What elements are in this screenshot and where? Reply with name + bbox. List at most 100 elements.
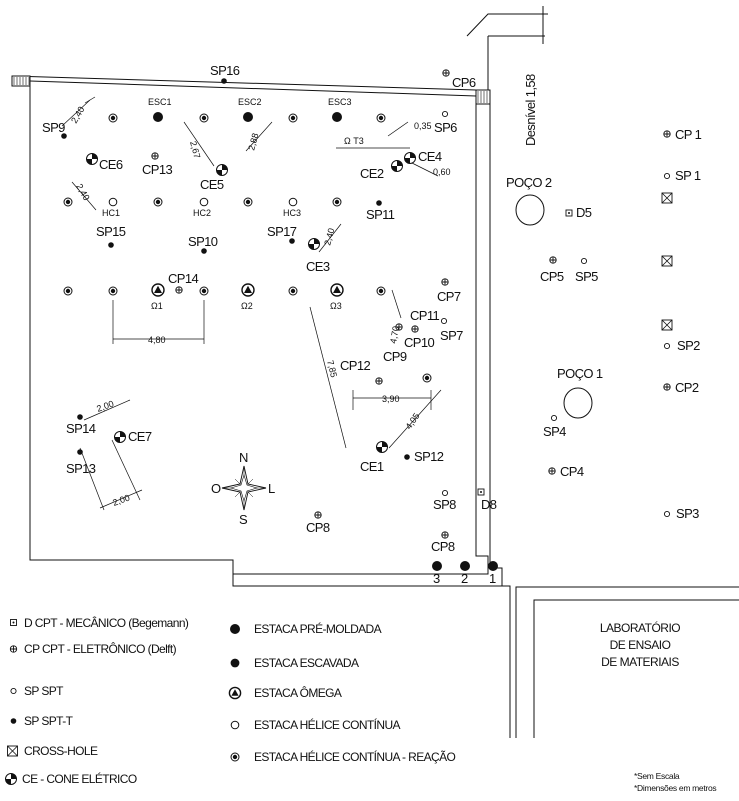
legend-label-helix-pile: ESTACA HÉLICE CONTÍNUA <box>254 718 401 732</box>
note-units: *Dimensões em metros <box>634 783 717 793</box>
label-esc1: ESC1 <box>148 97 172 107</box>
dim-060: 0,60 <box>433 167 451 177</box>
label-ce5: CE5 <box>200 177 224 192</box>
label-d8: D8 <box>481 497 497 512</box>
dim-785: 7,85 <box>325 359 339 378</box>
legend-label-cpt-mechanical: D CPT - MECÂNICO (Begemann) <box>24 616 189 630</box>
label-esc2: ESC2 <box>238 97 262 107</box>
label-sp16: SP16 <box>210 63 240 78</box>
label-sp4: SP4 <box>543 424 566 439</box>
dim-200-b: 2,00 <box>111 492 131 507</box>
label-sp2: SP2 <box>677 338 700 353</box>
dim-200-a: 2,00 <box>95 398 115 413</box>
legend-item-precast-pile: ESTACA PRÉ-MOLDADA <box>228 622 382 636</box>
label-cp2: CP2 <box>675 380 699 395</box>
reaction-pile-icon <box>230 752 240 762</box>
label-cp13: CP13 <box>142 162 172 177</box>
legend-label-electric-cone: CE - CONE ELÉTRICO <box>22 772 137 786</box>
notes: *Sem Escala *Dimensões em metros <box>634 770 717 794</box>
label-sp3: SP3 <box>676 506 699 521</box>
legend-item-cpt-mechanical: D CPT - MECÂNICO (Begemann) <box>8 616 189 630</box>
label-sp1: SP 1 <box>675 168 701 183</box>
crosshole-icon <box>7 745 18 757</box>
label-cp6: CP6 <box>452 75 476 90</box>
lab-line-1: LABORATÓRIO <box>599 621 681 635</box>
wells <box>515 194 593 419</box>
label-hc3: HC3 <box>283 208 301 218</box>
legend-item-omega-pile: ESTACA ÔMEGA <box>228 686 342 700</box>
legend-item-excavated-pile: ESTACA ESCAVADA <box>228 656 359 670</box>
dim-480: 4,80 <box>148 335 166 345</box>
legend-item-reaction-pile: ESTACA HÉLICE CONTÍNUA - REAÇÃO <box>228 750 456 764</box>
legend-label-crosshole: CROSS-HOLE <box>24 744 98 758</box>
map-labels: SP16 CP6 Desnível 1,58 SP9 ESC1 ESC2 ESC… <box>42 63 702 586</box>
label-sp11: SP11 <box>366 207 395 222</box>
label-o3: Ω3 <box>330 301 342 311</box>
label-sp17: SP17 <box>267 224 297 239</box>
legend-label-spt: SP SPT <box>24 684 63 698</box>
dim-288: 2,88 <box>246 132 260 152</box>
spt-icon <box>10 687 17 695</box>
helix-piles <box>108 197 298 207</box>
label-n: N <box>239 450 248 465</box>
cpt-points <box>151 69 671 539</box>
label-sp9: SP9 <box>42 120 65 135</box>
label-pile-2: 2 <box>461 571 468 586</box>
label-sp14: SP14 <box>66 421 96 436</box>
label-l: L <box>268 481 275 496</box>
label-ce1: CE1 <box>360 459 384 474</box>
reaction-piles <box>63 113 432 383</box>
label-cp8-b: CP8 <box>431 539 455 554</box>
note-scale: *Sem Escala <box>634 771 680 781</box>
label-sp10: SP10 <box>188 234 218 249</box>
legend-label-excavated-pile: ESTACA ESCAVADA <box>254 656 359 670</box>
label-ce4: CE4 <box>418 149 442 164</box>
dim-240-a: 2,40 <box>69 105 86 125</box>
legend-label-cpt-electronic: CP CPT - ELETRÔNICO (Delft) <box>24 642 177 656</box>
label-sp6: SP6 <box>434 120 457 135</box>
dimension-lines <box>61 96 442 511</box>
label-cp4: CP4 <box>560 464 584 479</box>
label-cp1: CP 1 <box>675 127 702 142</box>
label-poco1: POÇO 1 <box>557 366 603 381</box>
legend-label-reaction-pile: ESTACA HÉLICE CONTÍNUA - REAÇÃO <box>254 750 456 764</box>
legend-item-helix-pile: ESTACA HÉLICE CONTÍNUA <box>228 718 401 732</box>
label-sp8: SP8 <box>433 497 456 512</box>
legend-item-spt-t: SP SPT-T <box>8 714 73 728</box>
label-cp8-a: CP8 <box>306 520 330 535</box>
label-sp7: SP7 <box>440 328 463 343</box>
legend-item-cpt-electronic: CP CPT - ELETRÔNICO (Delft) <box>8 642 177 656</box>
label-sp12: SP12 <box>414 449 444 464</box>
dim-240-c: 2,40 <box>322 227 336 247</box>
label-sp5: SP5 <box>575 269 598 284</box>
label-pile-3: 3 <box>433 571 440 586</box>
label-o1: Ω1 <box>151 301 163 311</box>
label-cp14: CP14 <box>168 271 198 286</box>
label-cp10: CP10 <box>404 335 434 350</box>
legend-item-crosshole: CROSS-HOLE <box>6 744 98 758</box>
helix-pile-icon <box>230 720 240 730</box>
lab-line-2: DE ENSAIO <box>609 638 671 652</box>
dim-470: 4,70 <box>388 325 401 344</box>
label-cp9: CP9 <box>383 349 407 364</box>
cpt-mechanical-points <box>477 209 573 496</box>
precast-pile-icon <box>230 624 240 634</box>
label-ce6: CE6 <box>99 157 123 172</box>
label-cp12: CP12 <box>340 358 370 373</box>
lab-line-3: DE MATERIAIS <box>601 655 679 669</box>
dim-035: 0,35 <box>414 121 432 131</box>
legend-label-spt-t: SP SPT-T <box>24 714 73 728</box>
label-ot3: Ω T3 <box>344 136 364 146</box>
dim-240-b: 2,40 <box>74 182 91 202</box>
legend-item-electric-cone: CE - CONE ELÉTRICO <box>4 772 137 786</box>
spt-t-icon <box>10 718 17 724</box>
label-pile-1: 1 <box>489 571 496 586</box>
cpt-mechanical-icon <box>10 619 17 626</box>
omega-pile-icon <box>228 686 242 700</box>
label-hc2: HC2 <box>193 208 211 218</box>
label-ce3: CE3 <box>306 259 330 274</box>
label-ce7: CE7 <box>128 429 152 444</box>
label-esc3: ESC3 <box>328 97 352 107</box>
excavated-pile-icon <box>230 658 240 668</box>
